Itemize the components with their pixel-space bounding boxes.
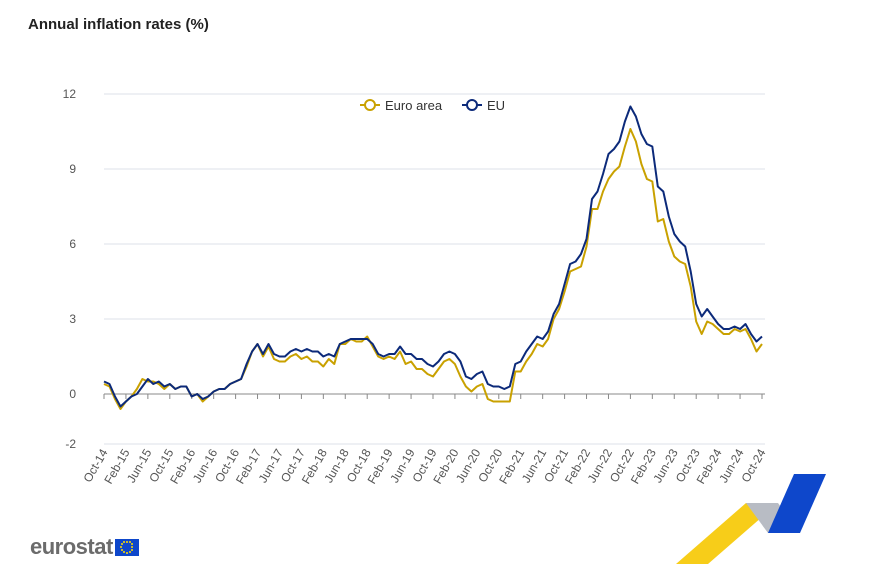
flag-star-icon [130,548,133,551]
flag-star-icon [123,541,126,544]
flag-star-icon [125,551,128,554]
y-tick-label: 0 [69,387,76,401]
y-tick-label: 12 [63,87,77,101]
flag-star-icon [121,548,124,551]
flag-star-icon [120,546,123,548]
flag-star-icon [121,543,124,546]
legend-label: Euro area [385,98,443,113]
decorative-ribbon [676,474,826,564]
flag-star-icon [125,540,128,543]
eurostat-logo: eurostat [30,534,139,560]
flag-star-icon [123,550,126,553]
y-tick-label: 6 [69,237,76,251]
legend-marker-icon [364,99,376,111]
flag-star-icon [128,541,131,544]
chart-title: Annual inflation rates (%) [28,16,209,33]
y-tick-label: 9 [69,162,76,176]
legend-label: EU [487,98,505,113]
flag-star-icon [131,546,134,548]
eu-flag-icon [114,538,139,556]
legend-marker-icon [466,99,478,111]
y-tick-label: 3 [69,312,76,326]
series-line-eu [103,105,763,408]
flag-star-icon [130,543,133,546]
flag-star-icon [128,550,131,553]
y-tick-label: -2 [65,437,76,451]
logo-text: eurostat [30,534,113,559]
